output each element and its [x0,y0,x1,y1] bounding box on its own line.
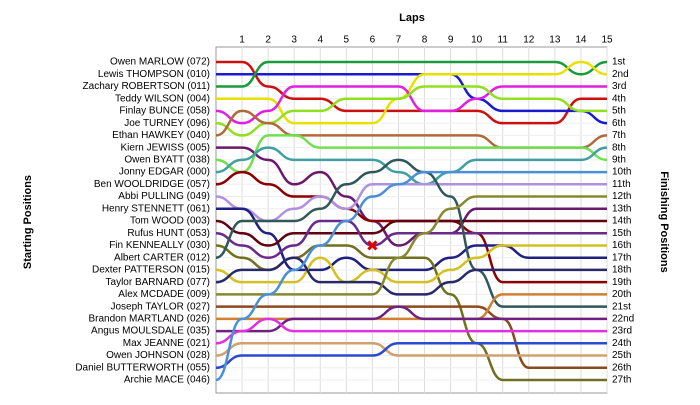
starting-label: Finlay BUNCE (058) [119,106,210,117]
starting-label: Angus MOULSDALE (035) [91,326,210,337]
incident-marker [367,240,378,251]
finishing-label: 7th [612,130,626,141]
finishing-label: 8th [612,142,626,153]
finishing-label: 16th [612,240,631,251]
finishing-label: 3rd [612,81,626,92]
position-line [215,158,607,308]
position-line [216,146,607,247]
starting-label: Max JEANNE (021) [123,338,210,349]
starting-label: Owen BYATT (038) [124,154,210,165]
x-tick-label: 13 [549,35,561,46]
starting-label: Archie MACE (046) [124,375,210,386]
chart-title: Laps [399,12,425,24]
starting-label: Henry STENNETT (061) [102,203,210,214]
starting-label: Lewis THOMPSON (010) [98,69,210,80]
finishing-label: 25th [612,350,631,361]
starting-label: Alex MCDADE (009) [118,289,210,300]
position-line [215,60,608,125]
position-line [215,60,608,88]
x-tick-label: 4 [317,35,323,46]
starting-label: Zachary ROBERTSON (011) [83,81,210,92]
starting-label: Kiern JEWISS (005) [121,142,210,153]
starting-label: Albert CARTER (012) [114,252,210,263]
finishing-label: 23rd [612,326,632,337]
starting-label: Abbi PULLING (049) [118,191,210,202]
starting-label: Jonny EDGAR (000) [119,167,210,178]
finishing-label: 10th [612,167,631,178]
finishing-label: 15th [612,228,631,239]
finishing-label: 21st [612,301,631,312]
finishing-label: 20th [612,289,631,300]
position-line [216,195,607,296]
starting-label: Ethan HAWKEY (040) [112,130,210,141]
x-tick-label: 8 [422,35,428,46]
y-axis-title-left: Starting Positions [22,175,34,269]
y-axis-title-right: Finishing Positions [658,171,670,272]
x-tick-label: 3 [291,35,297,46]
starting-label: Daniel BUTTERWORTH (055) [75,362,210,373]
position-line [215,134,608,174]
finishing-label: 24th [612,338,631,349]
finishing-label: 17th [612,252,631,263]
finishing-label: 9th [612,154,626,165]
x-tick-label: 5 [344,35,350,46]
finishing-label: 13th [612,203,631,214]
position-line [215,170,607,382]
position-line [215,85,607,137]
finishing-label: 1st [612,57,626,68]
x-tick-label: 1 [239,35,245,46]
x-tick-label: 9 [448,35,454,46]
starting-label: Fin KENNEALLY (030) [109,240,210,251]
x-tick-label: 14 [575,35,587,46]
position-line [216,293,607,321]
position-line [215,317,607,345]
starting-label: Dexter PATTERSON (015) [92,265,210,276]
finishing-label: 19th [612,277,631,288]
finishing-label: 2nd [612,69,629,80]
starting-label: Taylor BARNARD (077) [106,277,210,288]
x-tick-label: 2 [265,35,271,46]
starting-label: Ben WOOLDRIDGE (057) [94,179,210,190]
position-line [215,183,607,223]
finishing-label: 14th [612,216,631,227]
starting-label: Tom WOOD (003) [130,216,210,227]
x-tick-label: 15 [601,35,613,46]
position-line [216,305,607,370]
finishing-label: 5th [612,106,626,117]
starting-label: Rufus HUNT (053) [127,228,210,239]
finishing-label: 12th [612,191,631,202]
starting-label: Joe TURNEY (096) [124,118,210,129]
x-tick-label: 12 [523,35,535,46]
finishing-label: 27th [612,375,631,386]
x-tick-label: 7 [396,35,402,46]
starting-label: Brandon MARTLAND (026) [88,313,210,324]
starting-label: Joseph TAYLOR (027) [111,301,211,312]
finishing-label: 6th [612,118,626,129]
position-line [216,72,608,125]
position-line [215,85,607,125]
finishing-label: 18th [612,265,631,276]
position-line [215,342,607,370]
position-line [216,60,607,125]
position-line [215,256,607,296]
finishing-label: 22nd [612,313,634,324]
starting-label: Owen MARLOW (072) [110,57,210,68]
finishing-label: 26th [612,362,631,373]
finishing-label: 11th [612,179,631,190]
x-tick-label: 11 [498,35,509,46]
x-tick-label: 10 [471,35,483,46]
finishing-label: 4th [612,93,626,104]
position-line [215,219,607,259]
position-line [215,342,607,357]
position-line [215,219,607,247]
starting-label: Teddy WILSON (004) [115,93,210,104]
starting-label: Owen JOHNSON (028) [106,350,210,361]
x-tick-label: 6 [370,35,376,46]
